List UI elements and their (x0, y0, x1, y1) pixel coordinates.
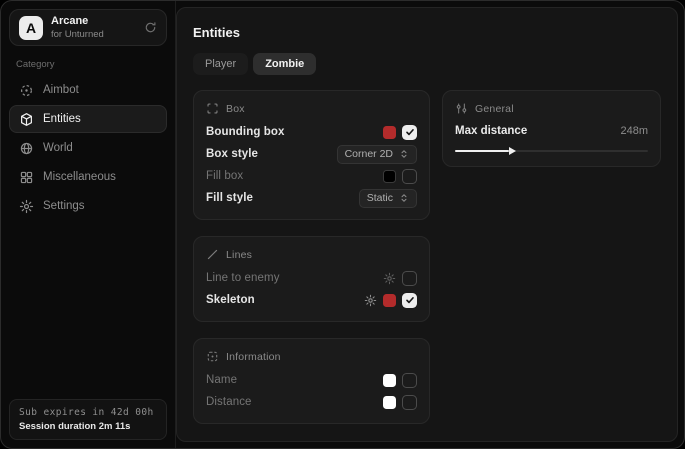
setting-label: Fill box (206, 170, 244, 182)
general-card: General Max distance 248m (442, 90, 661, 167)
information-card-header: Information (206, 347, 417, 369)
sidebar-item-settings[interactable]: Settings (9, 192, 167, 220)
slider-fill-and-thumb[interactable] (455, 147, 517, 155)
entities-cube-icon (19, 112, 34, 127)
sync-icon[interactable] (144, 21, 157, 34)
brand-text: Arcane for Unturned (51, 15, 104, 41)
fill-box-checkbox[interactable] (402, 168, 417, 184)
subscription-card: Sub expires in 42d 00h Session duration … (9, 399, 167, 440)
check-icon (405, 297, 414, 304)
setting-row-fill-box: Fill box (206, 165, 417, 187)
right-column: General Max distance 248m (442, 90, 661, 167)
setting-row-box-style: Box style Corner 2D (206, 143, 417, 165)
select-value: Corner 2D (344, 148, 393, 160)
sidebar: A Arcane for Unturned Category (1, 1, 176, 448)
color-swatch[interactable] (383, 169, 396, 183)
brand-subtitle: for Unturned (51, 28, 104, 40)
color-swatch[interactable] (383, 395, 396, 409)
box-card-header: Box (206, 99, 417, 121)
settings-gear-icon[interactable] (364, 294, 377, 307)
setting-row-max-distance: Max distance 248m (455, 121, 648, 141)
setting-label: Line to enemy (206, 272, 280, 284)
setting-row-fill-style: Fill style Static (206, 187, 417, 209)
max-distance-value: 248m (620, 125, 648, 137)
bounding-box-checkbox[interactable] (402, 124, 417, 140)
setting-label: Name (206, 374, 238, 386)
sidebar-item-label: Miscellaneous (43, 171, 116, 183)
app-logo: A (19, 15, 43, 40)
fill-style-select[interactable]: Static (358, 188, 417, 208)
tabs: Player Zombie (193, 53, 661, 75)
sidebar-item-entities[interactable]: Entities (9, 105, 167, 133)
box-card-title: Box (226, 102, 245, 115)
slider-track[interactable] (455, 150, 648, 152)
general-card-title: General (475, 102, 514, 115)
setting-label: Max distance (455, 125, 528, 137)
line-to-enemy-checkbox[interactable] (402, 270, 417, 286)
session-duration-text: Session duration 2m 11s (19, 421, 131, 432)
information-card-title: Information (226, 350, 281, 363)
setting-row-line-to-enemy: Line to enemy (206, 267, 417, 289)
sidebar-item-label: World (43, 142, 73, 154)
setting-label: Distance (206, 396, 252, 408)
information-card: Information Name Distance (193, 338, 430, 424)
name-checkbox[interactable] (402, 372, 417, 388)
box-card: Box Bounding box Box style (193, 90, 430, 220)
crosshair-icon (19, 83, 34, 98)
left-column: Box Bounding box Box style (193, 90, 430, 424)
sidebar-item-aimbot[interactable]: Aimbot (9, 76, 167, 104)
line-icon (206, 248, 219, 261)
setting-label: Box style (206, 148, 259, 160)
brand-card: A Arcane for Unturned (9, 9, 167, 46)
color-swatch[interactable] (383, 125, 396, 139)
unfold-icon (399, 193, 409, 203)
max-distance-slider[interactable] (455, 146, 648, 156)
box-style-select[interactable]: Corner 2D (336, 144, 417, 164)
sidebar-item-label: Aimbot (43, 84, 79, 96)
tab-player[interactable]: Player (193, 53, 249, 75)
lines-card-header: Lines (206, 245, 417, 267)
lines-card: Lines Line to enemy (193, 236, 430, 322)
sidebar-item-label: Settings (43, 200, 85, 212)
globe-icon (19, 141, 34, 156)
setting-label: Skeleton (206, 294, 255, 306)
distance-checkbox[interactable] (402, 394, 417, 410)
information-icon (206, 350, 219, 363)
category-label: Category (16, 59, 55, 70)
grid-icon (19, 170, 34, 185)
gear-icon (19, 199, 34, 214)
select-value: Static (366, 192, 393, 204)
sliders-icon (455, 102, 468, 115)
sidebar-item-label: Entities (43, 113, 81, 125)
setting-row-name: Name (206, 369, 417, 391)
general-card-header: General (455, 99, 648, 121)
skeleton-checkbox[interactable] (402, 292, 417, 308)
tab-zombie[interactable]: Zombie (253, 53, 317, 75)
setting-row-distance: Distance (206, 391, 417, 413)
setting-row-bounding-box: Bounding box (206, 121, 417, 143)
color-swatch[interactable] (383, 373, 396, 387)
settings-gear-icon[interactable] (383, 272, 396, 285)
main-panel: Entities Player Zombie Box (176, 7, 678, 442)
brand-title: Arcane (51, 14, 89, 27)
setting-label: Bounding box (206, 126, 285, 138)
setting-row-skeleton: Skeleton (206, 289, 417, 311)
page-title: Entities (193, 25, 240, 40)
sidebar-item-miscellaneous[interactable]: Miscellaneous (9, 163, 167, 191)
lines-card-title: Lines (226, 248, 253, 261)
bounding-box-icon (206, 102, 219, 115)
check-icon (405, 129, 414, 136)
sub-expiry-text: Sub expires in 42d 00h (19, 407, 154, 418)
color-swatch[interactable] (383, 293, 396, 307)
setting-label: Fill style (206, 192, 254, 204)
unfold-icon (399, 149, 409, 159)
sidebar-nav: Aimbot Entities (9, 76, 167, 221)
sidebar-item-world[interactable]: World (9, 134, 167, 162)
settings-grid: Box Bounding box Box style (193, 90, 661, 424)
